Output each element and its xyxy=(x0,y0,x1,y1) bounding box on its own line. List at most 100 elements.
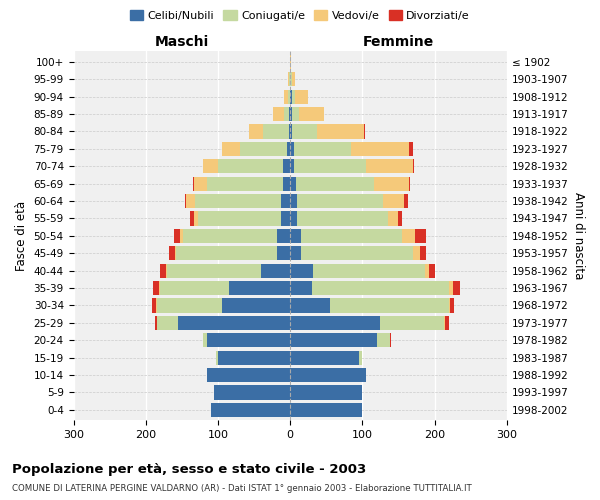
Bar xyxy=(415,228,426,243)
Bar xyxy=(398,212,402,226)
Bar xyxy=(153,281,159,295)
Bar xyxy=(290,402,362,417)
Bar xyxy=(352,142,409,156)
Bar xyxy=(290,212,298,226)
Bar xyxy=(445,316,449,330)
Bar xyxy=(166,264,167,278)
Bar xyxy=(290,142,294,156)
Bar xyxy=(194,176,207,191)
Bar xyxy=(167,264,261,278)
Bar xyxy=(290,246,301,260)
Bar xyxy=(292,124,317,138)
Bar xyxy=(183,228,277,243)
Bar xyxy=(152,298,156,312)
Bar xyxy=(402,228,415,243)
Bar xyxy=(288,90,290,104)
Bar xyxy=(283,159,290,174)
Bar xyxy=(301,246,413,260)
Bar xyxy=(449,281,452,295)
Bar xyxy=(284,107,289,121)
Bar xyxy=(155,316,157,330)
Bar xyxy=(413,246,420,260)
Bar xyxy=(290,124,292,138)
Bar xyxy=(239,142,287,156)
Bar xyxy=(289,107,290,121)
Bar xyxy=(207,333,290,347)
Bar xyxy=(298,194,383,208)
Bar xyxy=(283,176,290,191)
Bar xyxy=(288,72,289,86)
Bar xyxy=(390,333,391,347)
Bar xyxy=(157,298,221,312)
Bar xyxy=(289,124,290,138)
Bar xyxy=(290,194,298,208)
Bar xyxy=(292,72,295,86)
Bar xyxy=(207,368,290,382)
Bar xyxy=(290,55,291,69)
Bar xyxy=(298,212,388,226)
Bar xyxy=(296,176,374,191)
Bar xyxy=(413,159,415,174)
Bar xyxy=(179,228,183,243)
Bar xyxy=(330,298,449,312)
Bar xyxy=(290,368,366,382)
Bar xyxy=(207,176,283,191)
Bar xyxy=(203,333,207,347)
Bar xyxy=(178,316,290,330)
Bar xyxy=(176,246,277,260)
Bar xyxy=(249,124,263,138)
Bar xyxy=(452,281,460,295)
Bar xyxy=(195,194,281,208)
Bar xyxy=(301,228,402,243)
Text: Maschi: Maschi xyxy=(155,35,209,49)
Bar xyxy=(425,264,429,278)
Bar xyxy=(194,212,198,226)
Bar xyxy=(359,350,362,365)
Bar xyxy=(221,142,239,156)
Bar xyxy=(185,194,186,208)
Bar xyxy=(160,264,166,278)
Bar xyxy=(380,316,444,330)
Bar xyxy=(295,90,308,104)
Bar xyxy=(289,72,290,86)
Bar xyxy=(420,246,426,260)
Bar xyxy=(290,107,292,121)
Bar xyxy=(290,159,294,174)
Bar xyxy=(312,281,449,295)
Bar xyxy=(277,228,290,243)
Bar xyxy=(190,212,194,226)
Bar xyxy=(273,107,284,121)
Bar xyxy=(294,159,366,174)
Bar xyxy=(292,107,299,121)
Bar xyxy=(383,194,404,208)
Bar xyxy=(214,386,290,400)
Bar xyxy=(218,159,283,174)
Bar xyxy=(290,316,380,330)
Bar xyxy=(157,316,178,330)
Bar xyxy=(175,246,176,260)
Text: Femmine: Femmine xyxy=(363,35,434,49)
Bar xyxy=(317,124,364,138)
Text: Popolazione per età, sesso e stato civile - 2003: Popolazione per età, sesso e stato civil… xyxy=(12,462,366,475)
Bar xyxy=(281,212,290,226)
Bar xyxy=(287,142,290,156)
Bar xyxy=(374,176,409,191)
Bar xyxy=(290,90,292,104)
Bar xyxy=(198,212,281,226)
Bar xyxy=(169,246,175,260)
Bar xyxy=(221,298,290,312)
Bar xyxy=(290,386,362,400)
Legend: Celibi/Nubili, Coniugati/e, Vedovi/e, Divorziati/e: Celibi/Nubili, Coniugati/e, Vedovi/e, Di… xyxy=(125,6,475,25)
Bar xyxy=(217,350,218,365)
Bar xyxy=(261,264,290,278)
Bar xyxy=(409,142,413,156)
Bar xyxy=(404,194,408,208)
Bar xyxy=(290,333,377,347)
Bar xyxy=(203,159,218,174)
Bar xyxy=(186,194,195,208)
Bar xyxy=(292,90,295,104)
Bar xyxy=(444,316,445,330)
Bar xyxy=(284,90,288,104)
Bar xyxy=(160,281,229,295)
Bar xyxy=(159,281,160,295)
